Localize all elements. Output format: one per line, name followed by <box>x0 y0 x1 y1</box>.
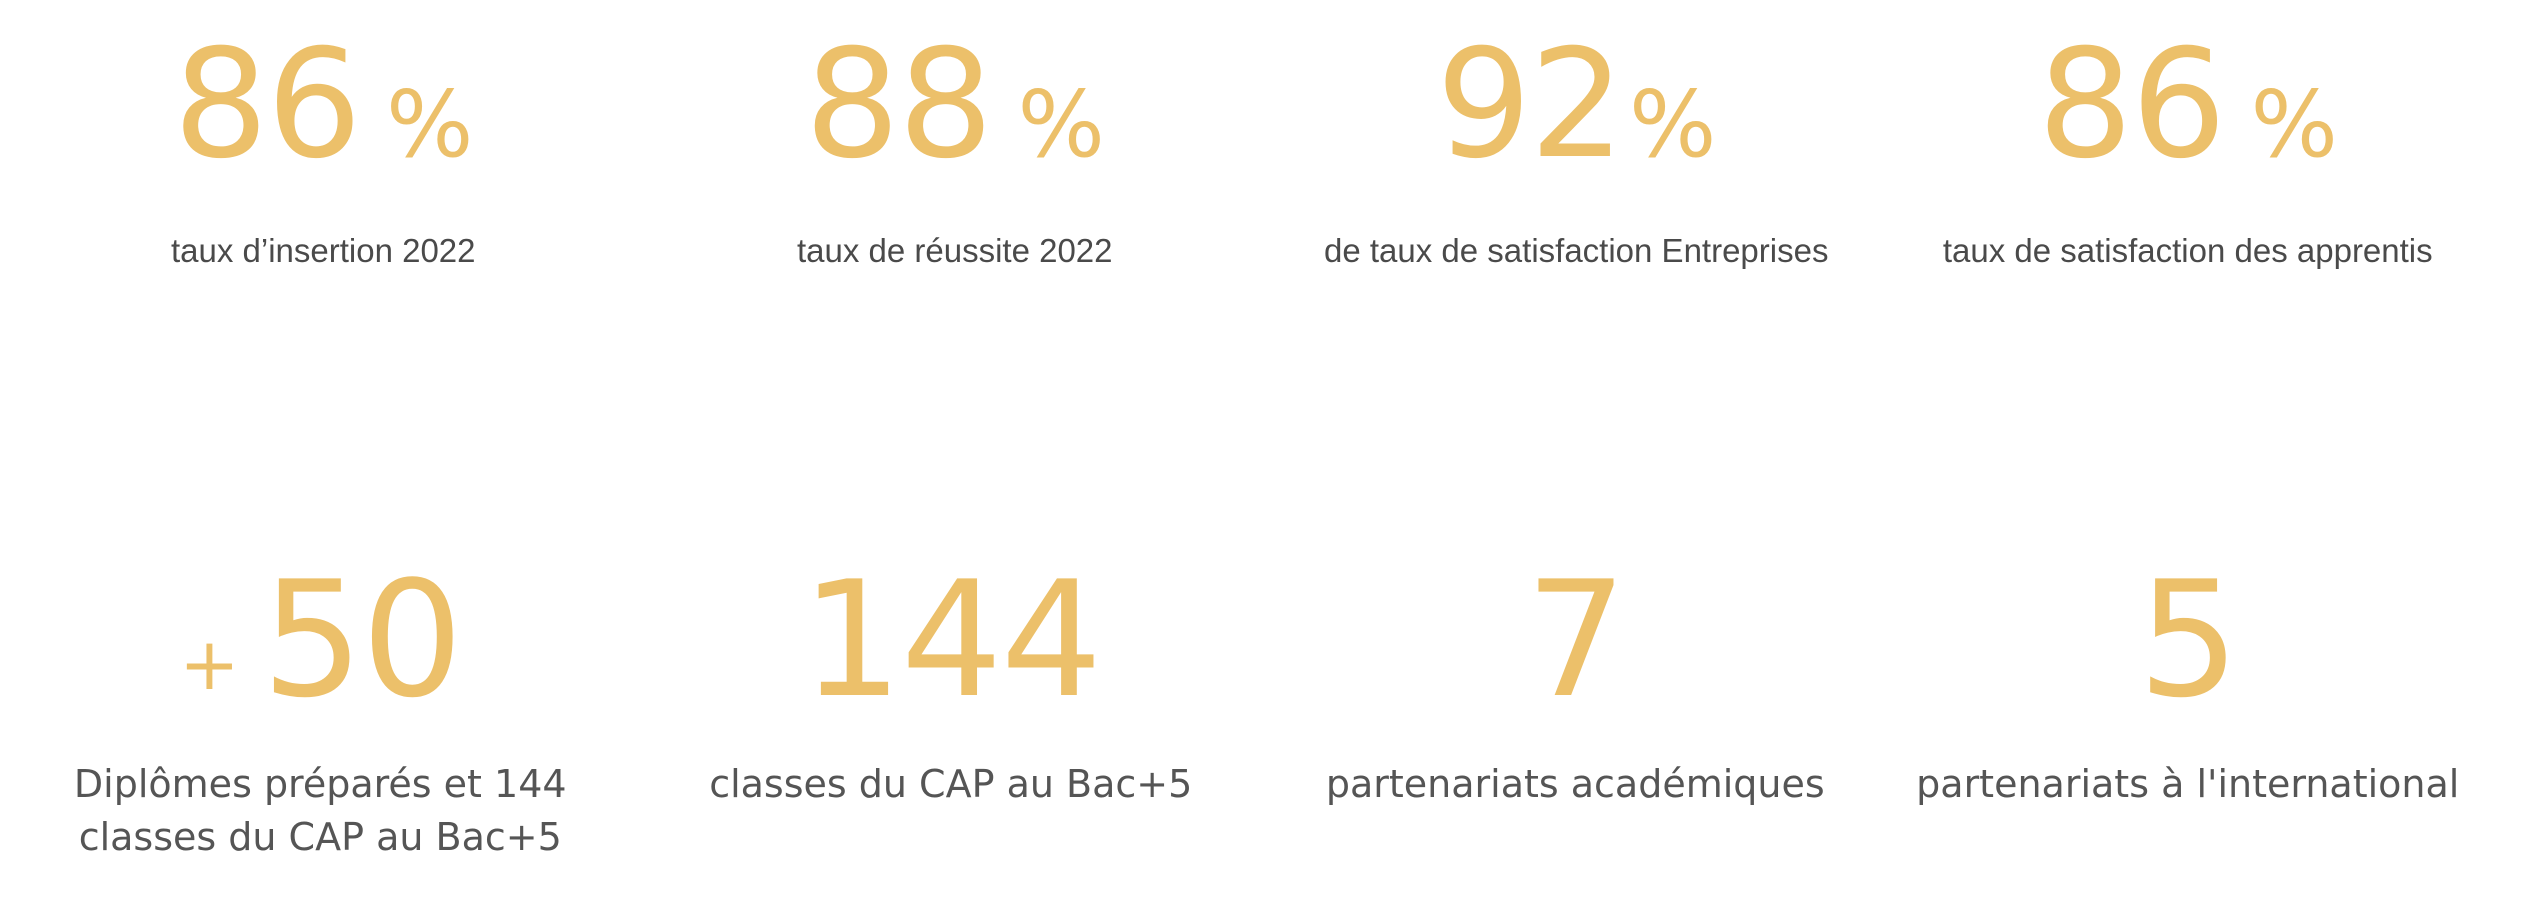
stat-unit: % <box>385 71 474 178</box>
stat-figure: 92 % <box>1436 30 1716 180</box>
stat-caption: taux de réussite 2022 <box>796 232 1113 269</box>
stat-academic-partnerships: 7 partenariats académiques <box>1257 560 1894 864</box>
stat-figure: 5 <box>2137 546 2240 733</box>
stat-figure: + 50 <box>179 546 464 733</box>
stat-insertion-rate: 86 % taux d’insertion 2022 <box>5 30 642 270</box>
stat-number: 144 <box>801 546 1102 733</box>
stat-number: 88 <box>804 18 994 192</box>
stat-classes: 144 classes du CAP au Bac+5 <box>633 560 1270 864</box>
stat-number: 50 <box>261 546 464 733</box>
stat-diplomas: + 50 Diplômes préparés et 144 classes du… <box>2 560 639 864</box>
stat-number: 86 <box>173 18 362 192</box>
stat-figure: 7 <box>1525 546 1627 733</box>
stat-figure: 86 % <box>2038 30 2338 180</box>
stat-number: 92 <box>1436 18 1625 192</box>
stat-number: 5 <box>2137 546 2240 733</box>
stat-number: 7 <box>1525 546 1627 733</box>
stat-unit: % <box>1628 71 1717 178</box>
stat-figure: 86 % <box>173 30 473 180</box>
stat-apprentice-satisfaction: 86 % taux de satisfaction des apprentis <box>1870 30 2507 270</box>
stat-caption: de taux de satisfaction Entreprises <box>1324 232 1829 269</box>
stat-caption: partenariats académiques <box>1325 762 1825 806</box>
key-figures-top-row: 86 % taux d’insertion 2022 88 % taux de … <box>0 30 2546 270</box>
stat-unit: % <box>1017 71 1105 178</box>
stat-figure: 88 % <box>805 30 1105 180</box>
stat-caption: Diplômes préparés et 144 classes du CAP … <box>73 762 567 860</box>
stat-company-satisfaction: 92 % de taux de satisfaction Entreprises <box>1258 30 1895 270</box>
stat-figure: 144 <box>801 546 1102 733</box>
stat-caption: classes du CAP au Bac+5 <box>709 762 1193 806</box>
key-figures-bottom-row: + 50 Diplômes préparés et 144 classes du… <box>0 560 2546 864</box>
stat-number: 86 <box>2037 18 2227 192</box>
stat-caption: partenariats à l'international <box>1916 762 2460 806</box>
stat-international-partnerships: 5 partenariats à l'international <box>1870 560 2507 864</box>
stat-success-rate: 88 % taux de réussite 2022 <box>637 30 1274 270</box>
stat-unit: % <box>2250 71 2338 178</box>
stat-caption: taux de satisfaction des apprentis <box>1942 232 2433 269</box>
stat-prefix: + <box>179 622 240 706</box>
stat-caption: taux d’insertion 2022 <box>170 232 476 269</box>
